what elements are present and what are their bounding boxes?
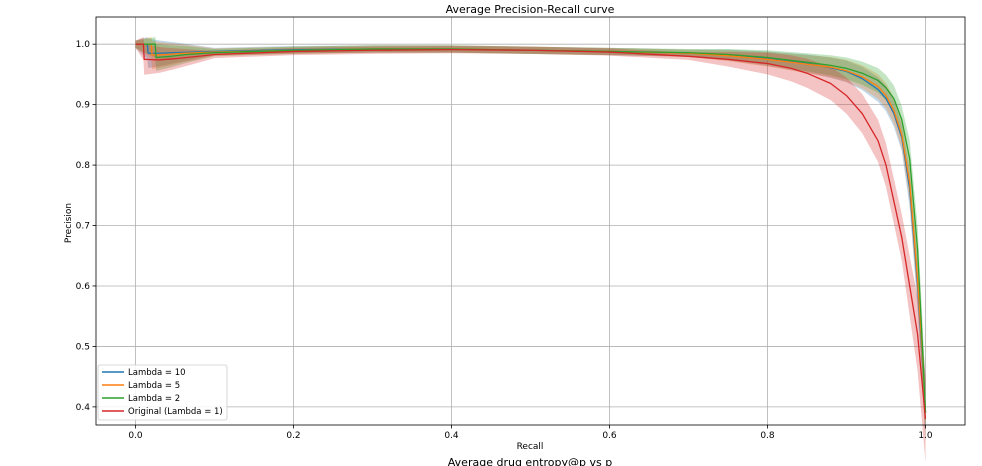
x-tick-label: 0.0 xyxy=(128,431,143,441)
x-tick-label: 0.4 xyxy=(444,431,459,441)
x-tick-label: 1.0 xyxy=(918,431,933,441)
series-line-2 xyxy=(135,43,927,413)
y-tick-label: 0.5 xyxy=(76,342,90,352)
y-tick-label: 0.6 xyxy=(76,282,91,292)
plot-frame xyxy=(95,16,966,426)
series-line-3 xyxy=(135,43,927,413)
legend-label-2: Lambda = 5 xyxy=(128,381,180,391)
legend-label-4: Original (Lambda = 1) xyxy=(128,407,223,417)
chart-title: Average Precision-Recall curve xyxy=(446,3,615,16)
legend: Lambda = 10 Lambda = 5 Lambda = 2 Original … xyxy=(97,364,228,421)
x-axis-ticks: 0.0 0.2 0.4 0.6 0.8 1.0 xyxy=(128,425,933,441)
confidence-bands xyxy=(135,36,926,463)
series-band-3 xyxy=(135,36,926,442)
x-tick-label: 0.6 xyxy=(602,431,617,441)
series-line-4 xyxy=(135,43,927,420)
series-band-4 xyxy=(135,36,926,463)
legend-box xyxy=(97,364,228,421)
y-tick-label: 0.4 xyxy=(76,403,91,413)
series-band-1 xyxy=(135,36,926,442)
figure-caption: Average drug entropy@p vs p xyxy=(448,456,612,466)
series-band-2 xyxy=(135,36,926,442)
x-tick-label: 0.8 xyxy=(760,431,775,441)
y-axis-ticks: 0.4 0.5 0.6 0.7 0.8 0.9 1.0 xyxy=(76,40,96,413)
legend-label-1: Lambda = 10 xyxy=(128,368,186,378)
y-tick-label: 0.8 xyxy=(76,161,91,171)
y-tick-label: 1.0 xyxy=(76,40,91,50)
x-axis-label: Recall xyxy=(517,442,544,452)
y-axis-label: Precision xyxy=(64,203,74,243)
x-tick-label: 0.2 xyxy=(286,431,300,441)
series-lines xyxy=(135,43,927,420)
grid-lines xyxy=(96,17,965,425)
y-tick-label: 0.7 xyxy=(76,222,90,232)
series-line-1 xyxy=(135,43,927,413)
legend-label-3: Lambda = 2 xyxy=(128,394,180,404)
y-tick-label: 0.9 xyxy=(76,101,91,111)
